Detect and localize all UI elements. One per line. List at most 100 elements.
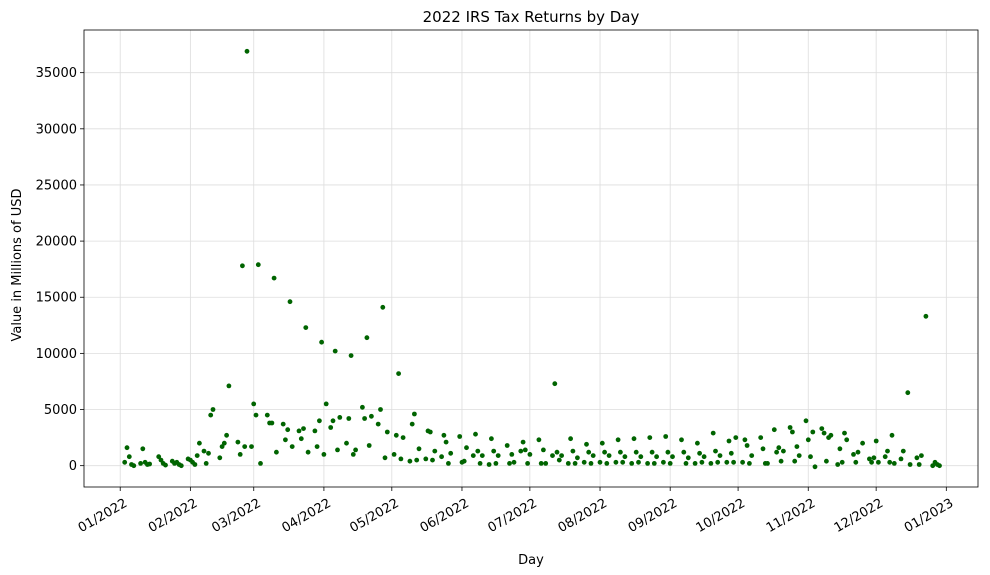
data-point	[808, 454, 813, 460]
data-point	[586, 449, 592, 455]
data-point	[649, 449, 655, 455]
data-point	[378, 407, 383, 412]
data-point	[317, 418, 322, 424]
data-point	[382, 455, 388, 461]
data-point	[636, 459, 641, 465]
data-point	[249, 444, 254, 449]
data-point	[599, 440, 605, 446]
data-point	[525, 461, 530, 466]
data-point	[251, 401, 257, 407]
data-point	[733, 435, 739, 440]
data-point	[197, 440, 202, 446]
data-point	[683, 461, 689, 466]
data-point	[414, 457, 420, 463]
data-point	[887, 459, 893, 465]
data-point	[597, 459, 603, 465]
data-point	[384, 429, 390, 435]
data-point	[790, 429, 795, 435]
data-point	[728, 450, 734, 456]
data-point	[622, 454, 628, 460]
data-point	[819, 426, 825, 431]
data-point	[699, 459, 705, 465]
data-point	[842, 430, 847, 436]
data-point	[844, 437, 850, 443]
data-point	[654, 454, 659, 460]
data-point	[919, 453, 924, 458]
data-point	[126, 454, 132, 460]
data-point	[839, 459, 845, 465]
data-point	[203, 461, 209, 466]
data-point	[681, 449, 687, 455]
data-point	[541, 447, 546, 453]
y-tick-label: 10000	[36, 347, 77, 362]
data-point	[348, 353, 354, 358]
data-point	[747, 461, 752, 466]
data-point	[138, 461, 144, 466]
data-point	[147, 461, 153, 467]
data-point	[289, 444, 295, 449]
data-point	[781, 448, 786, 454]
data-point	[393, 432, 399, 438]
data-point	[287, 299, 293, 305]
data-point	[774, 449, 779, 455]
data-point	[876, 459, 881, 465]
data-point	[697, 450, 702, 456]
data-point	[742, 437, 748, 443]
data-point	[824, 458, 829, 464]
data-point	[366, 443, 372, 448]
data-point	[740, 459, 745, 465]
data-point	[208, 412, 214, 418]
data-point	[710, 430, 716, 436]
data-point	[369, 413, 374, 419]
data-point	[803, 418, 809, 424]
data-point	[477, 461, 483, 466]
data-point	[885, 448, 890, 454]
data-point	[280, 421, 286, 427]
data-point	[726, 438, 732, 444]
data-point	[869, 459, 874, 465]
data-point	[206, 450, 211, 456]
data-point	[461, 458, 467, 464]
data-point	[131, 463, 137, 469]
y-tick-label: 20000	[36, 235, 77, 250]
data-point	[633, 449, 639, 455]
data-point	[771, 427, 777, 433]
chart-title: 2022 IRS Tax Returns by Day	[423, 8, 640, 26]
data-point	[717, 453, 723, 458]
data-point	[760, 446, 766, 452]
data-point	[473, 431, 478, 437]
data-point	[140, 446, 146, 452]
data-point	[201, 448, 207, 454]
data-point	[638, 454, 644, 460]
data-point	[192, 462, 198, 467]
data-point	[914, 455, 920, 461]
data-point	[518, 448, 524, 454]
data-point	[713, 448, 718, 454]
data-point	[427, 429, 433, 435]
data-point	[285, 427, 291, 433]
data-point	[550, 453, 555, 458]
data-point	[665, 449, 671, 455]
data-point	[439, 454, 444, 460]
data-point	[651, 461, 657, 466]
data-point	[217, 455, 223, 461]
plot-frame	[83, 29, 979, 488]
data-point	[776, 445, 782, 451]
data-point	[240, 263, 245, 269]
data-point	[556, 457, 562, 463]
data-point	[744, 443, 750, 448]
data-point	[504, 443, 510, 448]
data-point	[380, 304, 386, 310]
data-point	[511, 459, 517, 465]
data-point	[242, 444, 248, 449]
data-point	[749, 453, 755, 458]
data-point	[792, 458, 798, 464]
data-point	[409, 421, 415, 427]
y-axis-title: Value in Millions of USD	[10, 188, 25, 341]
data-point	[486, 462, 492, 467]
data-point	[606, 453, 612, 458]
data-point	[873, 438, 879, 444]
data-point	[398, 456, 404, 462]
data-point	[226, 383, 232, 389]
data-point	[695, 440, 700, 446]
